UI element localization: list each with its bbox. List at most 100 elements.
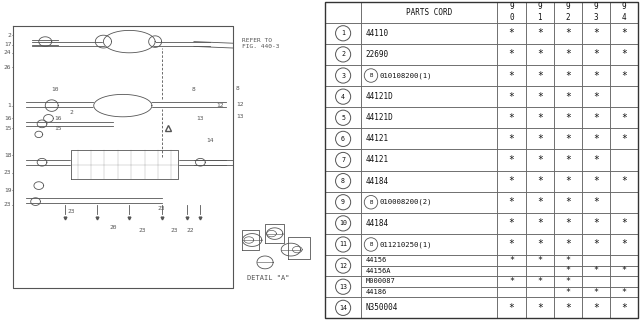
Bar — [554, 44, 582, 65]
Text: *: * — [593, 92, 599, 102]
Text: *: * — [509, 155, 515, 165]
Bar — [582, 276, 610, 287]
Bar — [325, 192, 361, 213]
Bar — [325, 234, 361, 255]
Text: 44156A: 44156A — [366, 268, 391, 274]
Bar — [497, 44, 525, 65]
Bar — [325, 255, 361, 276]
Text: *: * — [509, 239, 515, 250]
Bar — [582, 2, 610, 23]
Bar — [525, 86, 554, 107]
Text: *: * — [509, 134, 515, 144]
Bar — [525, 255, 554, 266]
Bar — [497, 149, 525, 171]
Text: 6: 6 — [341, 136, 345, 142]
Bar — [525, 192, 554, 213]
Text: *: * — [593, 303, 599, 313]
Text: *: * — [621, 239, 627, 250]
Text: *: * — [565, 155, 571, 165]
Text: *: * — [621, 28, 627, 38]
Text: 44184: 44184 — [366, 177, 389, 186]
Text: *: * — [593, 155, 599, 165]
Bar — [554, 255, 582, 266]
Bar — [525, 276, 554, 287]
Text: *: * — [593, 113, 599, 123]
Text: *: * — [537, 113, 543, 123]
Text: 2: 2 — [341, 52, 345, 57]
Text: *: * — [565, 239, 571, 250]
Text: *: * — [537, 303, 543, 313]
Bar — [361, 213, 497, 234]
Text: 23: 23 — [4, 202, 12, 207]
Text: *: * — [509, 277, 514, 286]
Text: 010108200(1): 010108200(1) — [380, 72, 432, 79]
Bar — [610, 128, 639, 149]
Text: *: * — [565, 256, 570, 265]
Text: *: * — [537, 176, 543, 186]
Text: 13: 13 — [339, 284, 347, 290]
Bar — [554, 297, 582, 318]
Text: *: * — [537, 70, 543, 81]
Text: 23: 23 — [158, 205, 165, 211]
Text: 19: 19 — [4, 188, 12, 193]
Bar — [361, 192, 497, 213]
Bar — [610, 44, 639, 65]
Bar — [361, 23, 497, 44]
Text: 10: 10 — [339, 220, 347, 226]
Text: *: * — [565, 218, 571, 228]
Bar — [610, 107, 639, 128]
Text: *: * — [593, 28, 599, 38]
Bar — [554, 149, 582, 171]
Bar — [361, 276, 497, 287]
Bar — [497, 128, 525, 149]
Bar — [525, 65, 554, 86]
Bar — [554, 287, 582, 297]
Bar — [497, 266, 525, 276]
Bar — [582, 192, 610, 213]
Text: PARTS CORD: PARTS CORD — [406, 8, 452, 17]
Text: *: * — [509, 113, 515, 123]
Text: *: * — [537, 218, 543, 228]
Bar — [325, 128, 361, 149]
Polygon shape — [71, 150, 178, 179]
Bar — [582, 107, 610, 128]
Text: 5: 5 — [341, 115, 345, 121]
Text: 11: 11 — [339, 242, 347, 247]
Text: *: * — [565, 197, 571, 207]
Text: *: * — [509, 303, 515, 313]
Bar — [582, 149, 610, 171]
Bar — [325, 107, 361, 128]
Text: 4: 4 — [341, 94, 345, 100]
Bar — [361, 107, 497, 128]
Polygon shape — [93, 94, 152, 117]
Text: 13: 13 — [196, 116, 204, 121]
Text: *: * — [537, 155, 543, 165]
Text: *: * — [565, 277, 570, 286]
Bar — [610, 192, 639, 213]
Bar — [361, 287, 497, 297]
Bar — [582, 287, 610, 297]
Text: 1: 1 — [341, 30, 345, 36]
Bar — [497, 65, 525, 86]
Text: 20: 20 — [109, 225, 117, 230]
Bar — [610, 276, 639, 287]
Text: 18: 18 — [4, 153, 12, 158]
Bar — [610, 65, 639, 86]
Text: B: B — [369, 73, 372, 78]
Text: *: * — [537, 256, 542, 265]
Text: 15: 15 — [4, 125, 12, 131]
Bar — [325, 44, 361, 65]
Text: 26: 26 — [4, 65, 12, 70]
Text: *: * — [593, 218, 599, 228]
Text: N350004: N350004 — [366, 303, 398, 312]
Text: *: * — [537, 28, 543, 38]
Bar — [610, 149, 639, 171]
Text: B: B — [369, 200, 372, 205]
Text: *: * — [565, 287, 570, 297]
Text: 16: 16 — [54, 116, 62, 121]
Bar — [554, 213, 582, 234]
Bar — [554, 128, 582, 149]
Bar — [497, 192, 525, 213]
Bar — [361, 297, 497, 318]
Bar — [610, 266, 639, 276]
